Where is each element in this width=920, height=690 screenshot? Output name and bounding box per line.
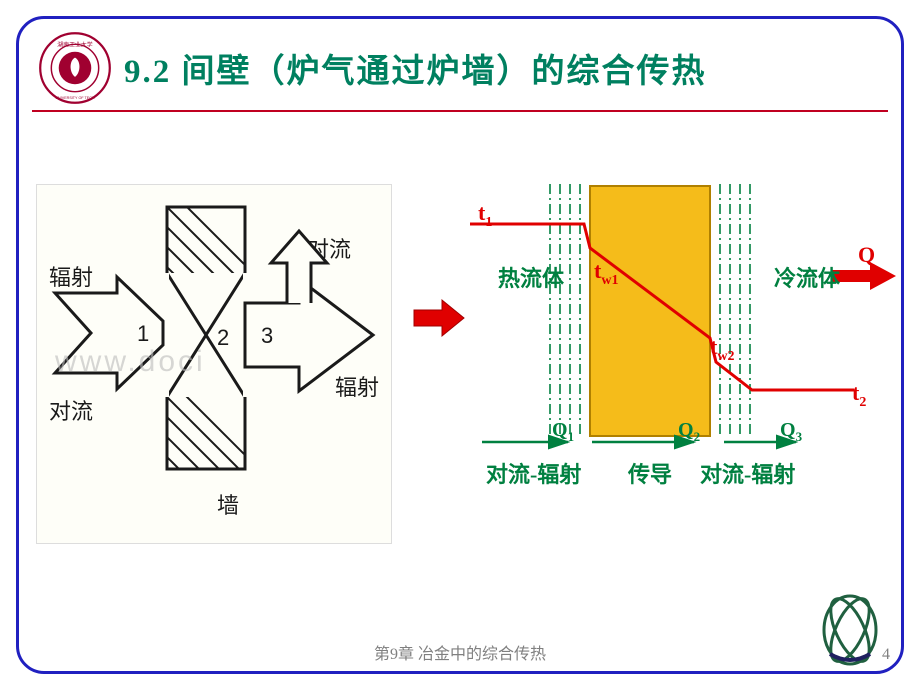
region1-label: 对流-辐射	[486, 462, 581, 487]
wall-sketch-diagram: 辐射 对流 对流 辐射 墙 1 2 3 www.doci	[36, 184, 392, 544]
q3-label: Q3	[780, 419, 803, 444]
convection-in-label: 对流	[49, 399, 93, 424]
radiation-in-label: 辐射	[49, 265, 93, 290]
cold-fluid-label: 冷流体	[774, 266, 841, 291]
footer-chapter: 第9章 冶金中的综合传热	[374, 640, 546, 664]
zone-1: 1	[137, 321, 149, 346]
content-area: 辐射 对流 对流 辐射 墙 1 2 3 www.doci	[36, 168, 884, 650]
university-logo: 湖南工业大学 UNIVERSITY OF TECH	[38, 31, 112, 105]
page-number: 4	[882, 646, 890, 664]
radiation-out-label: 辐射	[335, 375, 379, 400]
hot-fluid-label: 热流体	[498, 266, 565, 291]
decorative-logo-icon	[820, 594, 880, 666]
svg-text:UNIVERSITY OF TECH: UNIVERSITY OF TECH	[55, 96, 95, 100]
t2-label: t2	[852, 380, 866, 410]
svg-text:湖南工业大学: 湖南工业大学	[57, 41, 93, 49]
q-label: Q	[858, 242, 875, 267]
zone-3: 3	[261, 323, 273, 348]
region3-label: 对流-辐射	[700, 462, 795, 487]
watermark-text: www.doci	[54, 345, 206, 378]
region2-label: 传导	[627, 462, 672, 487]
q1-label: Q1	[552, 419, 574, 444]
wall-label: 墙	[217, 493, 239, 518]
zone-2: 2	[217, 325, 229, 350]
slide-title: 9.2 间壁（炉气通过炉墙）的综合传热	[124, 44, 707, 92]
header: 湖南工业大学 UNIVERSITY OF TECH 9.2 间壁（炉气通过炉墙）…	[32, 26, 888, 112]
temperature-profile-diagram: Q t1 tw1 tw2 t2 热流体 冷流体 Q1 Q2 Q	[452, 176, 902, 496]
